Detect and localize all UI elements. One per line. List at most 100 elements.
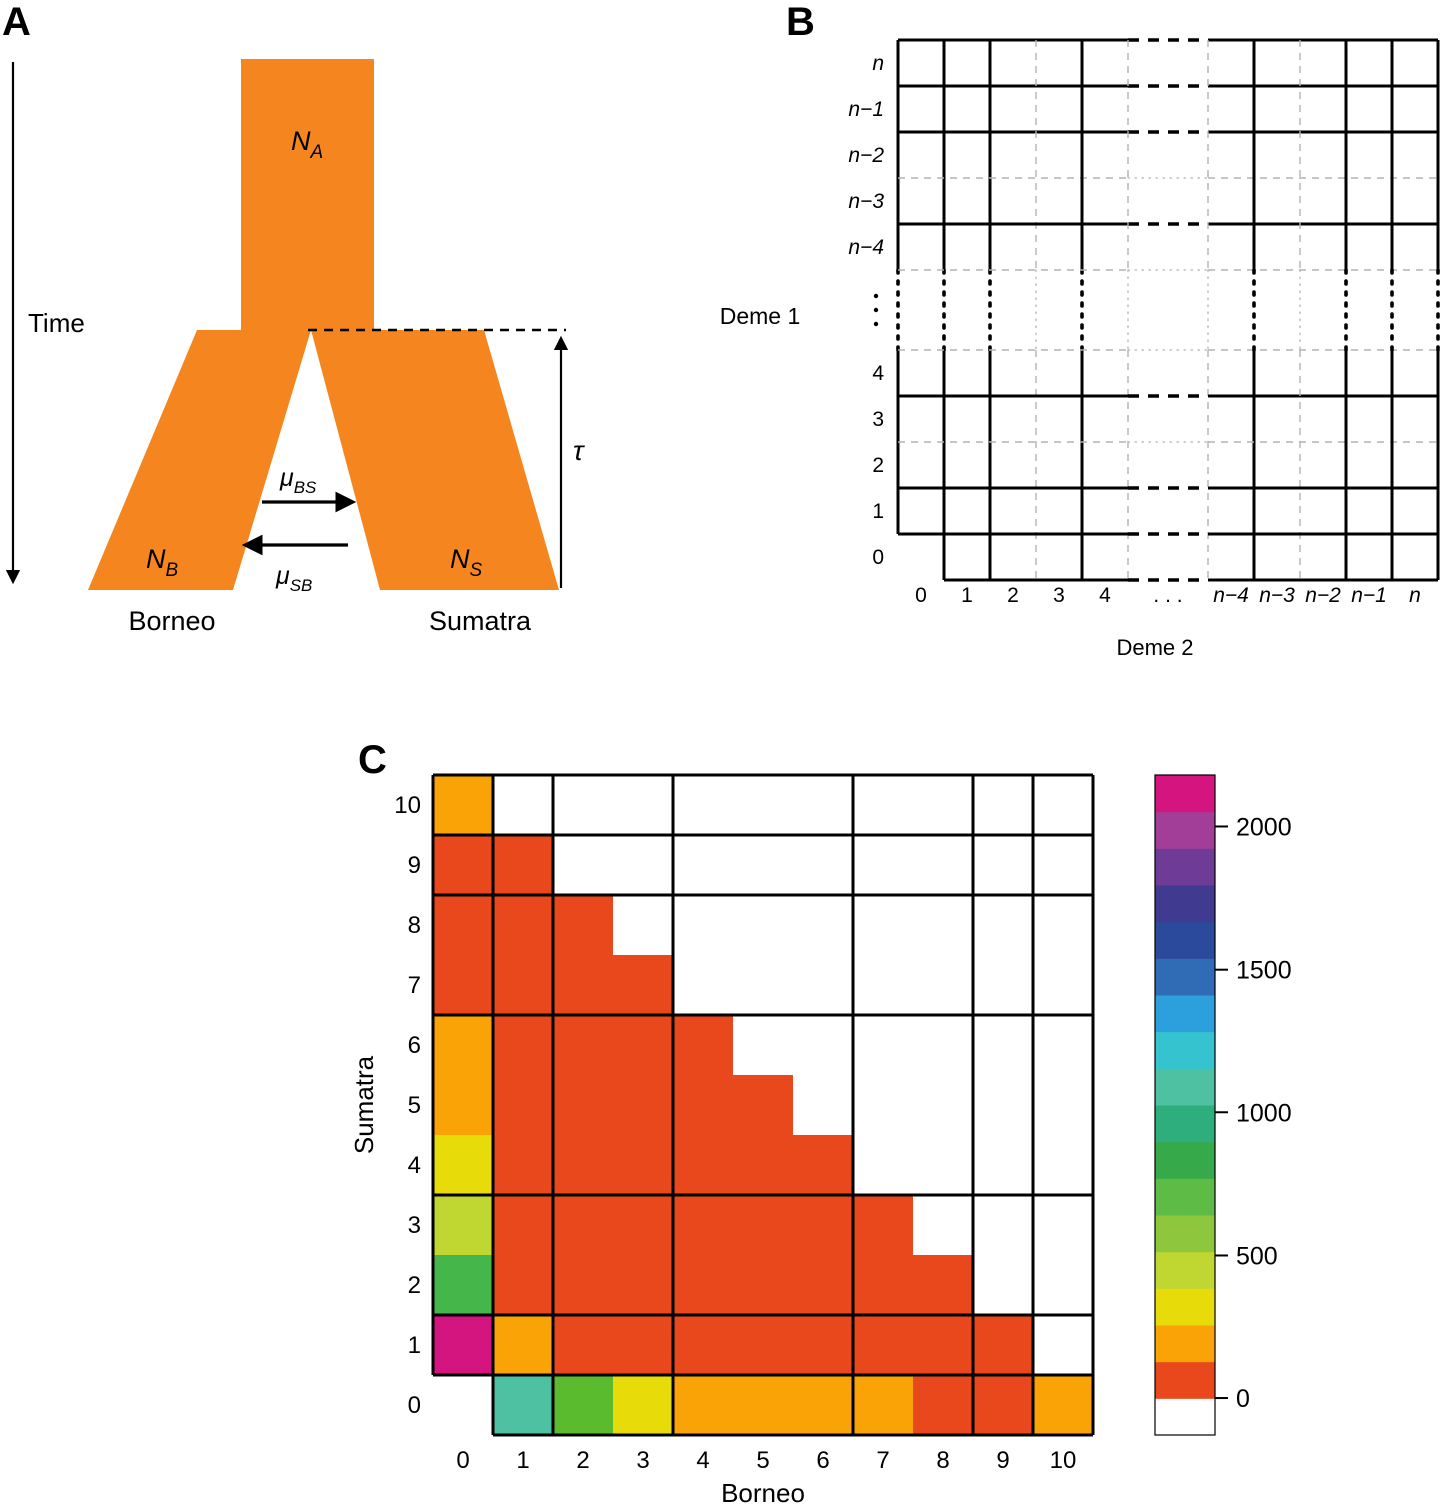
deme2-axis-title: Deme 2 [1116, 635, 1193, 660]
borneo-tick-label: 10 [1050, 1447, 1077, 1474]
borneo-tick-label: 4 [696, 1447, 709, 1474]
deme1-tick-label: 4 [872, 362, 884, 385]
heatmap-cell [613, 1255, 673, 1315]
heatmap-cell [433, 955, 493, 1015]
vertical-ellipsis-dot [873, 321, 879, 327]
sumatra-name-label: Sumatra [429, 606, 532, 636]
deme2-tick-label: n−1 [1351, 584, 1387, 607]
heatmap-cell [433, 1075, 493, 1135]
heatmap-cell [673, 1255, 733, 1315]
deme2-tick-label: 1 [961, 584, 973, 607]
heatmap-cell [433, 895, 493, 955]
heatmap-cell [433, 1195, 493, 1255]
deme2-tick-label: 3 [1053, 584, 1065, 607]
colorbar-band [1155, 775, 1215, 813]
colorbar-band [1155, 1361, 1215, 1399]
ancestral-size-label: NA [291, 126, 323, 163]
heatmap-cell [733, 1315, 793, 1375]
heatmap-cell [553, 1135, 613, 1195]
deme1-tick-label: n [872, 52, 884, 75]
borneo-tick-label: 0 [456, 1447, 469, 1474]
heatmap-cell [733, 1255, 793, 1315]
heatmap-cell [793, 1135, 853, 1195]
migration-rate-sb-label: μSB [275, 562, 312, 595]
heatmap-cell [493, 1375, 553, 1435]
borneo-tick-label: 9 [996, 1447, 1009, 1474]
heatmap-cell [793, 1195, 853, 1255]
colorbar-band [1155, 1068, 1215, 1106]
deme1-tick-label: n−1 [848, 98, 884, 121]
sumatra-tick-label: 1 [408, 1332, 421, 1359]
colorbar-band [1155, 1325, 1215, 1363]
sumatra-size-label: NS [450, 544, 483, 581]
heatmap-cell [553, 1195, 613, 1255]
deme1-tick-label: n−2 [848, 144, 884, 167]
vertical-ellipsis-dot [873, 293, 879, 299]
heatmap-cell [613, 1075, 673, 1135]
sumatra-tick-label: 6 [408, 1032, 421, 1059]
heatmap-cell [613, 1315, 673, 1375]
heatmap-cell [433, 1015, 493, 1075]
ns-sub: S [470, 560, 483, 581]
heatmap-cell [973, 1375, 1033, 1435]
deme1-tick-label: 2 [872, 454, 884, 477]
heatmap-cell [493, 1015, 553, 1075]
colorbar-band [1155, 1105, 1215, 1143]
heatmap-cell [493, 1135, 553, 1195]
ancestral-population-shape [241, 59, 374, 330]
heatmap-cell [493, 1195, 553, 1255]
heatmap-cell [853, 1195, 913, 1255]
colorbar-band [1155, 921, 1215, 959]
colorbar-band [1155, 1398, 1215, 1436]
heatmap-cell [553, 955, 613, 1015]
colorbar-band [1155, 1288, 1215, 1326]
borneo-tick-label: 7 [876, 1447, 889, 1474]
deme1-tick-label: n−3 [848, 190, 884, 213]
ns-main: N [450, 544, 470, 574]
colorbar-band [1155, 1178, 1215, 1216]
heatmap-cell [613, 955, 673, 1015]
sumatra-tick-label: 0 [408, 1392, 421, 1419]
panel-b-state-grid: n n−1 n−2 n−3 n−4 4 3 2 1 0 0 1 2 3 4 . . . n−4 n−3 n−2 n−1… [720, 38, 1440, 660]
colorbar-band [1155, 885, 1215, 923]
borneo-population-shape [88, 330, 311, 590]
borneo-tick-label: 2 [576, 1447, 589, 1474]
heatmap-cell [673, 1075, 733, 1135]
panel-c-letter: C [358, 738, 387, 782]
colorbar-band [1155, 1031, 1215, 1069]
heatmap-cell [913, 1315, 973, 1375]
panel-a-letter: A [2, 0, 31, 44]
borneo-name-label: Borneo [128, 606, 215, 636]
heatmap-cell [673, 1195, 733, 1255]
colorbar-tick-label: 0 [1236, 1385, 1250, 1413]
colorbar-tick-label: 1500 [1236, 957, 1292, 985]
borneo-size-label: NB [146, 544, 179, 581]
mu-sb-main: μ [275, 562, 290, 590]
heatmap-cell [733, 1375, 793, 1435]
borneo-tick-label: 5 [756, 1447, 769, 1474]
heatmap-cell [493, 1255, 553, 1315]
deme1-tick-label: 3 [872, 408, 884, 431]
heatmap-cell [733, 1195, 793, 1255]
heatmap-cell [673, 1375, 733, 1435]
deme2-tick-label: 4 [1099, 584, 1111, 607]
sumatra-tick-label: 8 [408, 912, 421, 939]
migration-rate-bs-label: μBS [279, 464, 317, 497]
sumatra-population-shape [311, 330, 559, 590]
deme2-tick-label: . . . [1153, 584, 1182, 607]
heatmap-cell [793, 1375, 853, 1435]
mu-sb-sub: SB [290, 576, 313, 595]
heatmap-cell [493, 895, 553, 955]
deme2-tick-label: n [1409, 584, 1421, 607]
tau-label: τ [573, 435, 585, 466]
borneo-axis-title: Borneo [721, 1478, 805, 1508]
heatmap-cell [673, 1315, 733, 1375]
sumatra-tick-label: 7 [408, 972, 421, 999]
colorbar-tick-label: 500 [1236, 1242, 1278, 1270]
sumatra-tick-label: 9 [408, 852, 421, 879]
borneo-tick-label: 1 [516, 1447, 529, 1474]
colorbar-tick-label: 1000 [1236, 1099, 1292, 1127]
borneo-tick-label: 3 [636, 1447, 649, 1474]
heatmap-cell [1033, 1375, 1093, 1435]
